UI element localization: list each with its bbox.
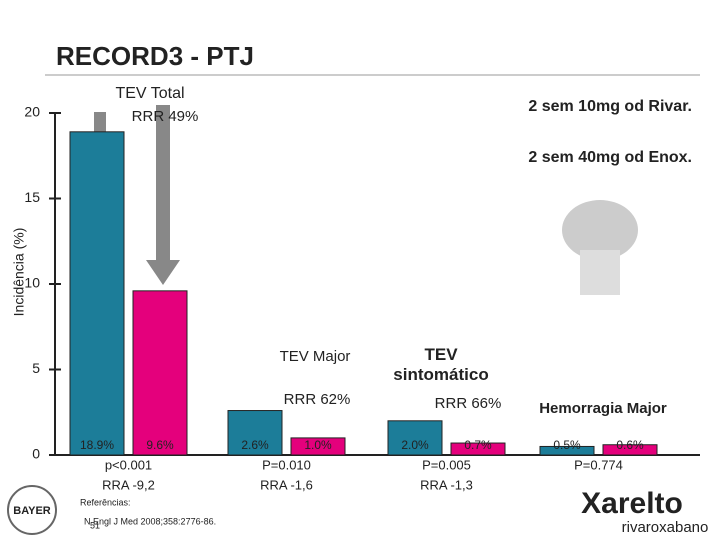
bar — [539, 445, 595, 456]
bar — [602, 444, 658, 456]
p-value: P=0.774 — [574, 457, 623, 472]
value-label: 0.7% — [464, 438, 492, 452]
references-label: Referências: — [80, 497, 131, 507]
y-tick-label: 5 — [32, 360, 40, 376]
category-label: TEV Total — [115, 85, 184, 102]
p-value: P=0.010 — [262, 457, 311, 472]
bayer-text: BAYER — [13, 505, 51, 517]
bayer-logo: BAYER — [7, 485, 57, 535]
rra-label: RRA -9,2 — [102, 477, 155, 492]
y-tick-label: 0 — [32, 446, 40, 462]
legend-entry: 2 sem 40mg od Enox. — [528, 149, 692, 166]
value-label: 1.0% — [304, 438, 332, 452]
value-label: 9.6% — [146, 438, 174, 452]
y-axis-label: Incidência (%) — [11, 228, 27, 317]
bar — [132, 290, 188, 456]
bar — [227, 410, 283, 456]
y-tick-label: 10 — [24, 275, 40, 291]
rra-label: RRA -1,6 — [260, 477, 313, 492]
page-number: 51 — [90, 520, 100, 530]
bar — [69, 131, 125, 456]
rrr-label: RRR 66% — [435, 395, 502, 412]
bar — [290, 437, 346, 456]
p-value: P=0.005 — [422, 457, 471, 472]
rrr-label: RRR 62% — [284, 391, 351, 408]
y-tick-label: 20 — [24, 104, 40, 120]
legend-entry: 2 sem 10mg od Rivar. — [528, 98, 692, 115]
rrr-label: RRR 49% — [132, 108, 199, 125]
p-value: p<0.001 — [105, 457, 152, 472]
category-label: TEV Major — [280, 348, 351, 365]
value-label: 0.6% — [616, 438, 644, 452]
knee-image — [562, 200, 638, 295]
value-label: 0.5% — [553, 438, 581, 452]
brand: Xarelto — [581, 487, 683, 520]
rra-label: RRA -1,3 — [420, 477, 473, 492]
value-label: 2.0% — [401, 438, 429, 452]
bar — [450, 442, 506, 456]
arrow — [146, 105, 180, 285]
brand-sub: rivaroxabano — [622, 519, 709, 536]
bar — [387, 420, 443, 456]
chart-title: RECORD3 - PTJ — [56, 41, 254, 71]
reference: N Engl J Med 2008;358:2776-86. — [84, 516, 216, 526]
y-tick-label: 15 — [24, 189, 40, 205]
value-label: 18.9% — [80, 438, 114, 452]
category-label: TEV sintomático — [393, 345, 489, 384]
category-label: Hemorragia Major — [539, 400, 667, 417]
value-label: 2.6% — [241, 438, 269, 452]
